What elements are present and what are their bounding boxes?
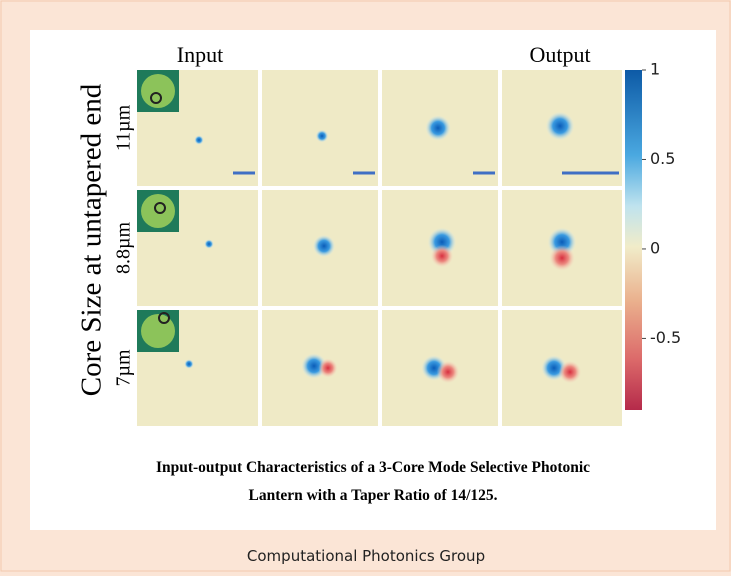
mode-spot xyxy=(436,360,460,384)
column-label: Output xyxy=(529,42,590,67)
mode-spot xyxy=(194,135,204,145)
colorbar xyxy=(625,70,642,410)
row-label: 8.8µm xyxy=(113,222,135,275)
inset-core xyxy=(154,202,166,214)
panel xyxy=(262,70,378,186)
column-label: Input xyxy=(177,42,223,67)
y-label: Core Size at untapered end xyxy=(76,83,108,396)
mode-spot xyxy=(558,360,582,384)
mode-spot xyxy=(545,111,575,141)
colorbar-tick-label: 1 xyxy=(650,60,660,79)
row-label: 7µm xyxy=(113,349,135,387)
mode-spot xyxy=(430,244,454,268)
caption: Input-output Characteristics of a 3-Core… xyxy=(156,459,590,476)
mode-spot xyxy=(318,358,338,378)
mode-spot xyxy=(204,239,214,249)
colorbar-tick-label: 0.5 xyxy=(650,149,675,168)
mode-spot xyxy=(315,129,329,143)
mode-spot xyxy=(184,359,194,369)
inset-core xyxy=(150,92,162,104)
mode-spot xyxy=(312,234,336,258)
caption: Lantern with a Taper Ratio of 14/125. xyxy=(248,487,497,504)
inset-core xyxy=(158,312,170,324)
panels: 11µm 8.8µm 7µm xyxy=(113,70,622,426)
row-label: 11µm xyxy=(113,104,135,151)
footer: Computational Photonics Group xyxy=(247,547,485,565)
mode-spot xyxy=(549,245,575,271)
inset-fiber xyxy=(141,314,175,348)
mode-spot xyxy=(425,115,451,141)
colorbar-tick-label: 0 xyxy=(650,238,660,257)
colorbar-tick-label: -0.5 xyxy=(650,328,681,347)
inset-fiber xyxy=(141,194,175,228)
inset-fiber xyxy=(141,74,175,108)
